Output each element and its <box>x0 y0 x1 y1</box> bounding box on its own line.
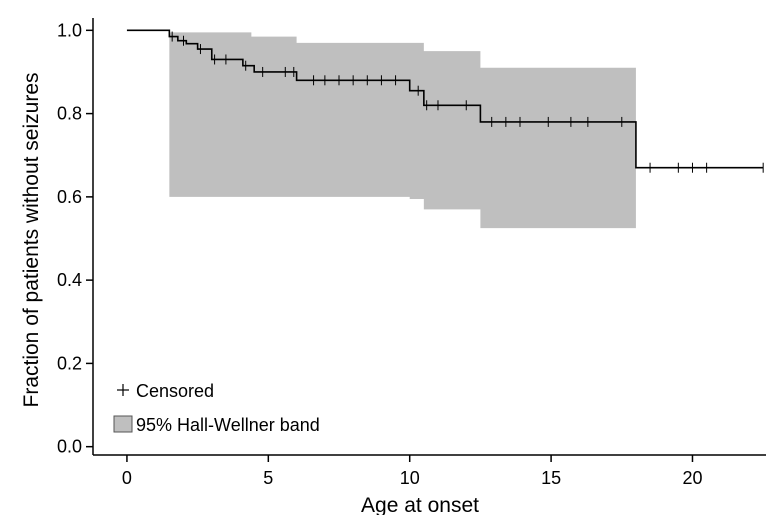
axes <box>86 18 766 462</box>
survival-curve-layer <box>126 29 764 169</box>
y-tick-label: 0.2 <box>57 353 82 373</box>
y-axis-title: Fraction of patients without seizures <box>20 73 43 408</box>
x-axis-title: Age at onset <box>361 494 479 515</box>
legend-band-swatch <box>113 415 133 433</box>
legend-band-label: 95% Hall-Wellner band <box>136 415 320 435</box>
y-tick-label: 0.0 <box>57 437 82 457</box>
x-tick-label: 0 <box>122 468 132 488</box>
km-step-curve <box>126 29 764 169</box>
y-tick-label: 0.4 <box>57 270 82 290</box>
legend-item-censored: Censored <box>117 381 214 401</box>
tick-labels: 0 5 10 15 20 0.0 0.2 0.4 0.6 0.8 1.0 <box>57 20 703 488</box>
legend: Censored 95% Hall-Wellner band <box>113 381 320 435</box>
x-tick-label: 10 <box>400 468 420 488</box>
y-tick-label: 0.8 <box>57 104 82 124</box>
y-tick-label: 0.6 <box>57 187 82 207</box>
y-tick-label: 1.0 <box>57 20 82 40</box>
x-tick-label: 15 <box>541 468 561 488</box>
legend-censored-label: Censored <box>136 381 214 401</box>
censored-markers-layer <box>171 31 764 173</box>
hall-wellner-band <box>169 32 636 229</box>
confidence-band-layer <box>169 32 636 229</box>
legend-item-band: 95% Hall-Wellner band <box>113 415 320 435</box>
x-tick-label: 20 <box>682 468 702 488</box>
x-tick-label: 5 <box>263 468 273 488</box>
